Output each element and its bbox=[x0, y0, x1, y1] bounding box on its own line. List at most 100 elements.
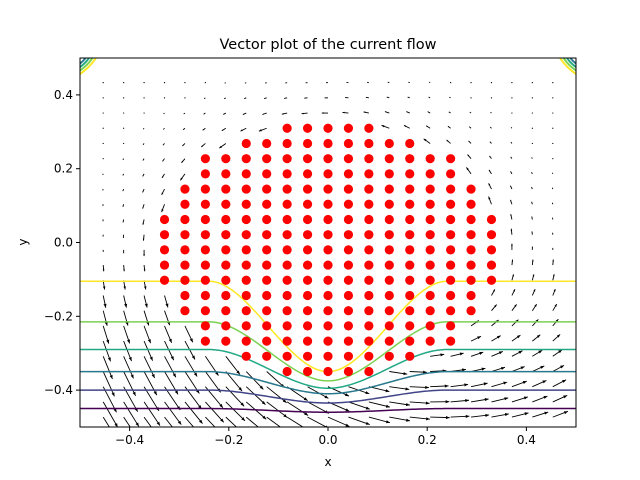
charge-dot bbox=[446, 230, 456, 240]
quiver-arrowhead bbox=[563, 395, 568, 399]
quiver-arrow bbox=[511, 112, 513, 114]
quiver-arrowhead bbox=[304, 412, 309, 416]
charge-dot bbox=[241, 290, 251, 301]
charge-dot bbox=[302, 214, 313, 225]
charge-dot bbox=[180, 214, 190, 225]
quiver-arrow bbox=[123, 371, 136, 396]
x-axis-ticks: −0.4 −0.2 0.0 0.2 0.4 bbox=[115, 427, 536, 447]
quiver-arrowhead bbox=[365, 406, 370, 410]
quiver-arrowhead bbox=[489, 155, 491, 158]
charge-dot bbox=[221, 199, 231, 209]
quiver-arrowhead bbox=[510, 199, 512, 202]
charge-dot bbox=[343, 260, 354, 270]
quiver-arrow bbox=[143, 82, 145, 84]
quiver-arrowhead bbox=[510, 171, 512, 173]
charge-dot bbox=[159, 260, 170, 270]
quiver-arrow bbox=[470, 97, 472, 99]
charge-dot bbox=[384, 154, 394, 164]
quiver-arrowhead bbox=[466, 167, 469, 171]
charge-dot bbox=[262, 260, 272, 270]
charge-dot bbox=[241, 169, 251, 179]
quiver-arrowhead bbox=[540, 365, 545, 369]
quiver-arrowhead bbox=[365, 421, 370, 425]
charge-dot bbox=[384, 290, 394, 301]
charge-dot bbox=[384, 245, 394, 255]
quiver-arrow bbox=[286, 416, 304, 427]
quiver-arrowhead bbox=[172, 373, 176, 378]
quiver-arrow bbox=[123, 356, 134, 379]
quiver-arrowhead bbox=[531, 231, 533, 233]
quiver-arrow bbox=[143, 416, 152, 427]
charge-dot bbox=[446, 184, 456, 194]
charge-dot bbox=[241, 306, 251, 316]
charge-dot bbox=[343, 123, 354, 133]
charge-dot bbox=[200, 336, 210, 346]
quiver-arrow bbox=[225, 356, 241, 375]
quiver-arrowhead bbox=[258, 129, 262, 132]
y-axis-label: y bbox=[16, 238, 30, 245]
charge-dot bbox=[302, 351, 313, 361]
charge-dot bbox=[200, 169, 210, 179]
charge-dot bbox=[384, 214, 394, 225]
charge-dot bbox=[405, 351, 415, 361]
quiver-arrowhead bbox=[444, 384, 449, 388]
quiver-arrowhead bbox=[542, 380, 547, 384]
charge-dot bbox=[486, 214, 497, 225]
quiver-arrowhead bbox=[524, 412, 529, 416]
quiver-arrowhead bbox=[504, 413, 509, 417]
charge-dot bbox=[364, 321, 374, 331]
charge-dot bbox=[364, 245, 374, 255]
quiver-arrow bbox=[143, 356, 156, 379]
charge-dot bbox=[282, 306, 292, 316]
quiver-arrowhead bbox=[523, 396, 528, 400]
charge-dot bbox=[302, 245, 313, 255]
charge-dot bbox=[405, 275, 415, 285]
quiver-arrowhead bbox=[345, 408, 350, 412]
charge-dot bbox=[466, 184, 476, 194]
charge-dot bbox=[262, 290, 272, 301]
quiver-arrowhead bbox=[324, 97, 326, 99]
quiver-arrow bbox=[204, 82, 206, 84]
corner-contour bbox=[566, 58, 576, 68]
charge-dot bbox=[180, 245, 190, 255]
quiver-arrowhead bbox=[503, 381, 508, 385]
charge-dot bbox=[323, 351, 333, 361]
charge-dot bbox=[486, 230, 497, 240]
quiver-arrowhead bbox=[365, 391, 370, 395]
quiver-arrowhead bbox=[189, 338, 193, 343]
charge-dot bbox=[425, 260, 435, 270]
corner-contour bbox=[80, 58, 87, 65]
quiver-arrowhead bbox=[533, 289, 536, 292]
charge-dot bbox=[384, 275, 394, 285]
charge-dot bbox=[262, 351, 272, 361]
quiver-arrowhead bbox=[381, 125, 385, 128]
charge-dot bbox=[159, 230, 170, 240]
quiver-arrowhead bbox=[162, 144, 164, 146]
quiver-arrowhead bbox=[284, 97, 286, 99]
charge-dot bbox=[486, 275, 497, 285]
quiver-arrowhead bbox=[281, 113, 284, 115]
charge-dot bbox=[364, 138, 374, 149]
quiver-arrowhead bbox=[403, 125, 407, 128]
charge-dot bbox=[384, 336, 394, 346]
contour-line bbox=[80, 348, 576, 390]
quiver-arrowhead bbox=[142, 222, 145, 225]
charge-dot bbox=[343, 290, 354, 301]
quiver-arrowhead bbox=[488, 169, 491, 172]
charge-dot bbox=[323, 154, 333, 164]
quiver-arrowhead bbox=[283, 413, 288, 418]
charge-dot bbox=[302, 275, 313, 285]
charge-dot bbox=[180, 184, 190, 194]
charge-dot bbox=[302, 336, 313, 346]
quiver-arrow bbox=[123, 142, 125, 145]
charge-dot bbox=[343, 184, 354, 194]
charge-dot bbox=[323, 169, 333, 179]
quiver-arrowhead bbox=[445, 400, 450, 404]
quiver-arrowhead bbox=[440, 353, 445, 357]
quiver-arrowhead bbox=[163, 128, 164, 130]
quiver-arrowhead bbox=[514, 304, 517, 308]
charge-dot bbox=[282, 245, 292, 255]
quiver-arrowhead bbox=[103, 303, 107, 308]
quiver-arrowhead bbox=[403, 372, 408, 376]
